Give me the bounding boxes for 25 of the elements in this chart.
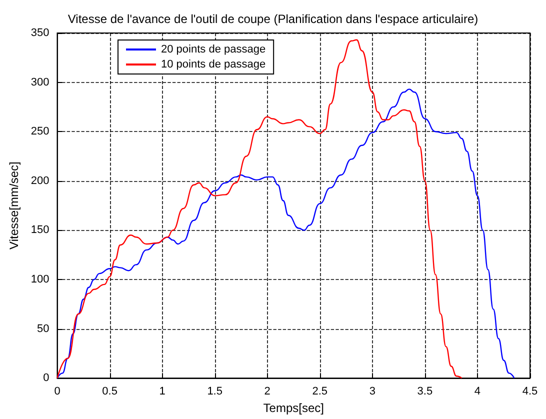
x-tick-label: 4.5 xyxy=(522,386,538,398)
y-tick-label: 250 xyxy=(30,126,50,138)
legend-label: 20 points de passage xyxy=(161,44,266,56)
x-tick-label: 4 xyxy=(474,386,481,398)
legend-label: 10 points de passage xyxy=(161,58,266,70)
x-axis-title: Temps[sec] xyxy=(263,401,324,415)
y-tick-label: 300 xyxy=(30,76,50,88)
x-tick-label: 0.5 xyxy=(102,386,118,398)
y-tick-label: 200 xyxy=(30,174,50,187)
line-series xyxy=(56,39,462,379)
y-tick-label: 100 xyxy=(30,274,50,286)
x-tick-label: 3.5 xyxy=(417,386,433,398)
x-tick-label: 3 xyxy=(369,386,376,398)
chart-title: Vitesse de l'avance de l'outil de coupe (Planification dans l'espace articulaire) xyxy=(68,12,478,26)
line-series xyxy=(56,88,515,379)
y-tick-label: 50 xyxy=(37,322,50,335)
y-tick-label: 0 xyxy=(43,372,50,384)
x-tick-label: 1 xyxy=(159,386,166,398)
y-tick-label: 350 xyxy=(30,27,50,39)
x-tick-label: 1.5 xyxy=(207,386,222,398)
x-tick-label: 2 xyxy=(264,386,270,398)
x-tick-label: 0 xyxy=(54,386,60,398)
x-tick-label: 2.5 xyxy=(312,386,328,398)
y-axis-title: Vitesse[mm/sec] xyxy=(7,162,21,250)
y-tick-label: 150 xyxy=(30,224,50,236)
